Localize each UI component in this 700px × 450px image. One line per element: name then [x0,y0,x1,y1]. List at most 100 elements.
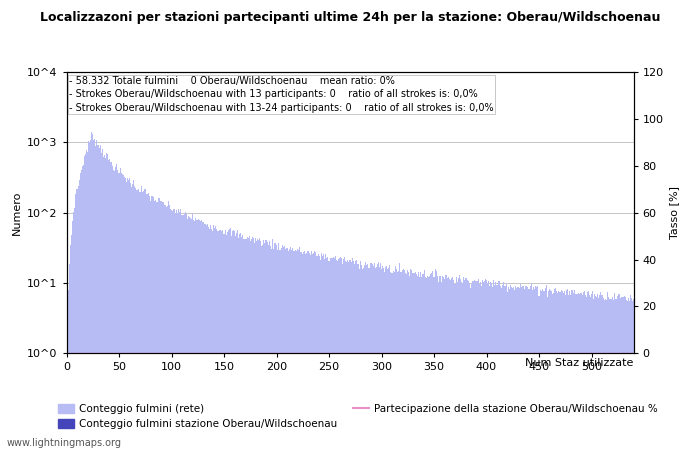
Bar [462,283,463,450]
Bar [171,210,172,450]
Bar [273,249,274,450]
Bar [559,292,561,450]
Bar [178,208,179,450]
Bar [160,201,162,450]
Bar [569,291,570,450]
Bar [131,188,132,450]
Bar [395,269,397,450]
Bar [405,273,406,450]
Bar [176,210,177,450]
Bar [175,214,176,450]
Bar [477,279,479,450]
Bar [265,240,267,450]
Bar [536,288,538,450]
Bar [574,290,575,450]
Bar [133,180,134,450]
Bar [312,254,313,450]
Bar [179,212,181,450]
Bar [192,214,193,450]
Bar [522,286,523,450]
Bar [317,256,318,450]
Bar [162,202,164,450]
Bar [500,288,502,450]
Bar [572,290,573,450]
Bar [484,281,485,450]
Bar [153,198,154,450]
Bar [314,252,315,450]
Bar [101,153,102,450]
Bar [284,246,286,450]
Bar [102,149,103,450]
Bar [217,230,218,450]
Bar [68,290,69,450]
Bar [573,293,574,450]
Bar [441,282,442,450]
Bar [276,245,277,450]
Bar [336,260,337,450]
Bar [445,275,446,450]
Bar [337,261,338,450]
Bar [213,225,214,450]
Bar [111,162,112,450]
Bar [158,198,160,450]
Bar [515,286,517,450]
Bar [358,264,359,450]
Bar [561,291,563,450]
Bar [354,264,355,450]
Bar [430,274,431,450]
Bar [489,286,490,450]
Bar [582,292,584,450]
Bar [488,281,489,450]
Bar [463,277,464,450]
Bar [506,284,507,450]
Bar [78,180,80,450]
Bar [335,256,336,450]
Bar [167,207,168,450]
Bar [442,276,443,450]
Bar [545,288,546,450]
Bar [407,270,408,450]
Bar [190,218,191,450]
Bar [130,183,131,450]
Bar [298,250,299,450]
Bar [315,252,316,450]
Bar [591,294,592,450]
Bar [419,277,420,450]
Bar [366,265,368,450]
Bar [246,237,248,450]
Bar [456,283,458,450]
Bar [261,246,262,450]
Bar [503,283,504,450]
Bar [302,254,303,450]
Bar [610,299,611,450]
Legend: Conteggio fulmini (rete), Conteggio fulmini stazione Oberau/Wildschoenau, Partec: Conteggio fulmini (rete), Conteggio fulm… [54,400,662,433]
Bar [281,248,282,450]
Bar [547,297,548,450]
Bar [628,297,629,450]
Bar [218,231,219,450]
Bar [353,261,354,450]
Bar [538,296,540,450]
Bar [197,220,198,450]
Bar [425,277,426,450]
Bar [524,289,525,450]
Bar [435,271,437,450]
Bar [71,234,72,450]
Bar [406,274,407,450]
Bar [517,287,519,450]
Bar [210,225,211,450]
Bar [593,299,594,450]
Bar [126,182,127,450]
Bar [300,252,301,450]
Bar [343,259,344,450]
Bar [239,234,240,450]
Bar [286,248,288,450]
Bar [199,220,200,450]
Bar [106,153,107,450]
Bar [377,264,378,450]
Bar [112,166,113,450]
Bar [368,268,370,450]
Bar [555,288,556,450]
Bar [259,238,260,450]
Bar [594,293,595,450]
